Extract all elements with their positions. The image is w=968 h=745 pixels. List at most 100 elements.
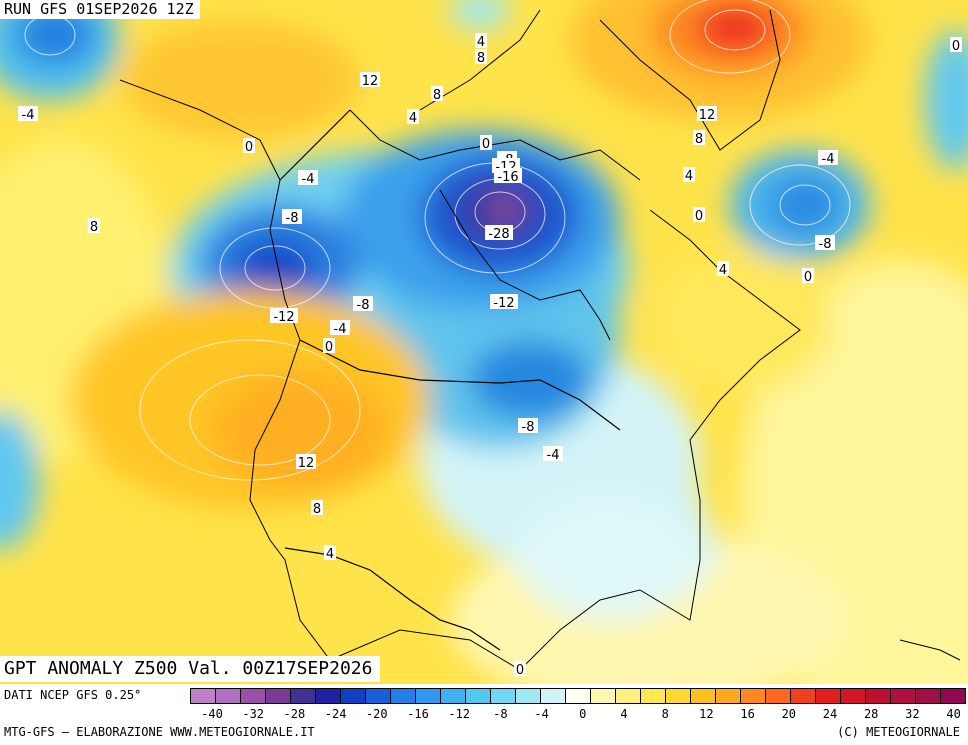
svg-text:-4: -4	[334, 322, 347, 337]
svg-text:-12: -12	[493, 296, 514, 311]
scale-tick-label: 24	[822, 707, 838, 721]
scale-swatch	[316, 689, 341, 703]
contour-label: -8	[282, 209, 302, 226]
contour-label: 12	[697, 106, 717, 123]
svg-text:12: 12	[362, 74, 379, 89]
svg-text:8: 8	[695, 132, 703, 147]
run-title: RUN GFS 01SEP2026 12Z	[0, 0, 200, 19]
svg-text:-8: -8	[357, 298, 370, 313]
svg-text:0: 0	[952, 39, 960, 54]
svg-text:-8: -8	[522, 420, 535, 435]
scale-tick-label: 20	[781, 707, 797, 721]
contour-label: -8	[518, 418, 538, 435]
contour-label: 0	[514, 661, 526, 678]
scale-swatch	[741, 689, 766, 703]
scale-tick-label: -8	[493, 707, 508, 721]
contour-label: -8	[353, 296, 373, 313]
contour-label: 8	[311, 500, 323, 517]
processing-credit: MTG-GFS — ELABORAZIONE WWW.METEOGIORNALE…	[4, 725, 315, 739]
copyright: (C) METEOGIORNALE	[837, 725, 960, 739]
contour-label: -4	[543, 446, 563, 463]
svg-text:8: 8	[313, 502, 321, 517]
contour-label: 4	[407, 109, 419, 126]
scale-swatch	[766, 689, 791, 703]
scale-swatch	[241, 689, 266, 703]
svg-text:0: 0	[325, 340, 333, 355]
svg-text:0: 0	[804, 270, 812, 285]
scale-tick-label: -40	[201, 707, 223, 721]
contour-label: -12	[490, 294, 518, 311]
contour-label: 0	[323, 338, 335, 355]
scale-swatch	[916, 689, 941, 703]
scale-swatch	[341, 689, 366, 703]
svg-text:0: 0	[516, 663, 524, 678]
contour-label: -16	[494, 168, 522, 185]
contour-label: 0	[243, 138, 255, 155]
scale-tick-label: 0	[579, 707, 587, 721]
contour-label: 12	[296, 454, 316, 471]
contour-label: 0	[480, 135, 492, 152]
svg-text:0: 0	[245, 140, 253, 155]
svg-text:4: 4	[477, 35, 485, 50]
contour-label: 8	[693, 130, 705, 147]
contour-label: 4	[475, 33, 487, 50]
valid-title: GPT ANOMALY Z500 Val. 00Z17SEP2026	[0, 656, 381, 682]
svg-text:4: 4	[719, 263, 727, 278]
svg-text:0: 0	[482, 137, 490, 152]
svg-text:4: 4	[326, 547, 334, 562]
scale-swatch	[441, 689, 466, 703]
contour-label: -4	[298, 170, 318, 187]
contour-label: -28	[485, 225, 513, 242]
scale-swatch	[191, 689, 216, 703]
scale-swatch	[516, 689, 541, 703]
contour-label: 8	[88, 218, 100, 235]
scale-swatch	[541, 689, 566, 703]
data-source: DATI NCEP GFS 0.25°	[4, 688, 142, 702]
scale-swatch	[791, 689, 816, 703]
scale-swatch	[266, 689, 291, 703]
scale-tick-label: 28	[863, 707, 879, 721]
svg-text:12: 12	[298, 456, 315, 471]
scale-tick-label: 12	[699, 707, 714, 721]
scale-swatch	[941, 689, 965, 703]
scale-swatch	[891, 689, 916, 703]
scale-tick-label: -24	[324, 707, 347, 721]
scale-swatch	[566, 689, 591, 703]
scale-swatch	[466, 689, 491, 703]
svg-text:-8: -8	[819, 237, 832, 252]
contour-label: -4	[818, 150, 838, 167]
svg-text:-4: -4	[22, 108, 35, 123]
svg-text:8: 8	[433, 88, 441, 103]
svg-text:0: 0	[695, 209, 703, 224]
contour-label: 4	[717, 261, 729, 278]
scale-tick-label: 8	[661, 707, 669, 721]
svg-text:4: 4	[685, 169, 693, 184]
coastlines	[119, 9, 961, 671]
scale-swatch	[616, 689, 641, 703]
scale-tick-label: -4	[534, 707, 549, 721]
scale-swatch	[366, 689, 391, 703]
scale-swatch	[841, 689, 866, 703]
scale-tick-label: 32	[905, 707, 920, 721]
contour-label: 8	[475, 49, 487, 66]
scale-tick-label: 4	[620, 707, 628, 721]
svg-text:8: 8	[90, 220, 98, 235]
svg-text:-4: -4	[822, 152, 835, 167]
svg-text:-4: -4	[302, 172, 315, 187]
scale-tick-label: -16	[407, 707, 429, 721]
footer: DATI NCEP GFS 0.25° -40 -32 -28 -24 -20 -16 -1…	[0, 684, 968, 745]
scale-tick-label: -12	[448, 707, 471, 721]
svg-text:4: 4	[409, 111, 417, 126]
contour-label: 4	[324, 545, 336, 562]
svg-text:-28: -28	[488, 227, 509, 242]
svg-text:-8: -8	[286, 211, 299, 226]
contour-label: 0	[802, 268, 814, 285]
scale-swatch	[816, 689, 841, 703]
scale-swatch	[866, 689, 891, 703]
scale-swatch	[591, 689, 616, 703]
scale-tick-label: -20	[365, 707, 388, 721]
svg-text:-12: -12	[273, 310, 294, 325]
contour-label: 0	[950, 37, 962, 54]
contour-label: 0	[693, 207, 705, 224]
scale-ticks: -40 -32 -28 -24 -20 -16 -12 -8 -4 0 4 8 12 16 20 24 28 32…	[190, 707, 966, 721]
